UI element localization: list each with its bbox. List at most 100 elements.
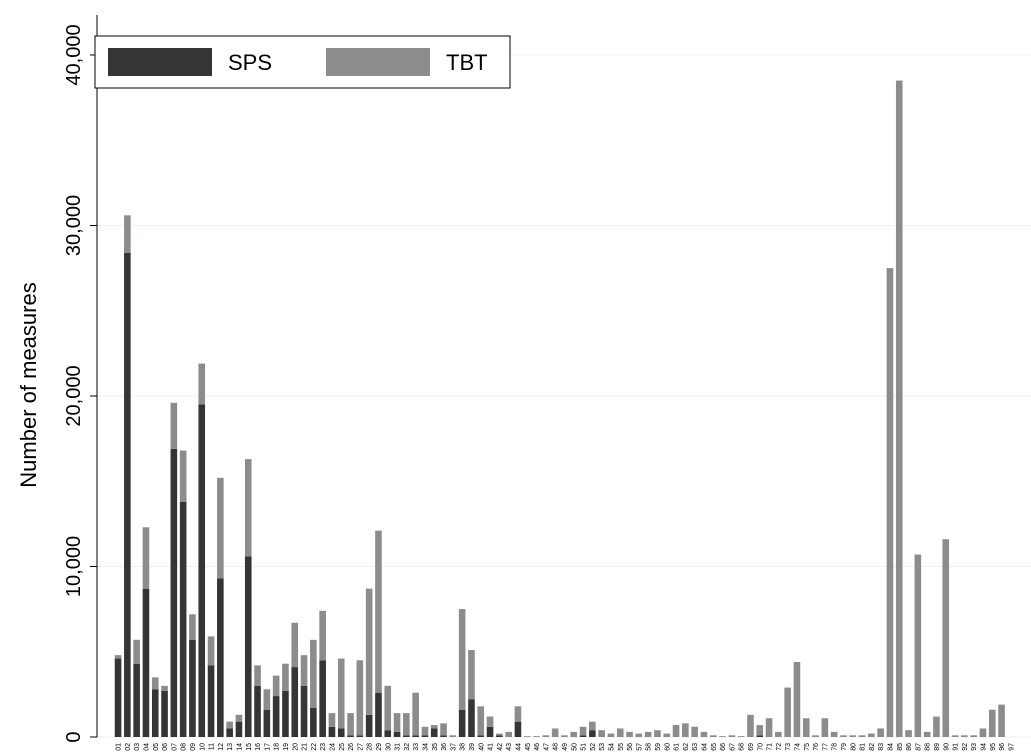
bar-segment (124, 252, 131, 737)
x-tick-label: 49 (562, 743, 569, 751)
x-tick-label: 67 (729, 743, 736, 751)
bar-segment (403, 713, 410, 736)
x-tick-label: 28 (367, 743, 374, 751)
bar-segment (328, 726, 336, 737)
x-tick-label: 08 (181, 743, 188, 751)
bar-segment (161, 685, 168, 691)
bar-segment (384, 730, 392, 737)
x-tick-label: 77 (822, 743, 829, 751)
x-tick-label: 04 (143, 743, 150, 751)
bar-segment (988, 709, 996, 737)
bar-segment (579, 726, 587, 736)
bar-segment (124, 215, 131, 253)
x-tick-label: 88 (925, 743, 932, 751)
bar-segment (328, 713, 336, 727)
x-tick-label: 24 (329, 743, 336, 751)
x-tick-label: 32 (404, 743, 411, 751)
x-tick-label: 96 (999, 743, 1006, 751)
x-tick-label: 74 (794, 743, 801, 751)
bar-segment (812, 735, 819, 737)
bar-segment (570, 731, 578, 737)
x-tick-label: 17 (264, 743, 271, 751)
x-tick-label: 63 (692, 743, 699, 751)
bar-segment (440, 735, 447, 737)
bar-segment (849, 735, 857, 737)
x-tick-label: 09 (190, 743, 197, 751)
x-tick-label: 44 (515, 743, 522, 751)
x-tick-label: 41 (488, 743, 495, 751)
bar-segment (393, 713, 401, 732)
bar-segment (802, 718, 810, 737)
bar-segment (356, 660, 364, 736)
x-tick-label: 23 (320, 743, 327, 751)
legend-label: SPS (228, 50, 272, 75)
x-tick-label: 73 (785, 743, 792, 751)
bar-segment (170, 402, 178, 449)
bar-segment (579, 735, 587, 737)
bar-segment (365, 588, 373, 715)
bar-segment (217, 578, 224, 737)
bar-segment (468, 650, 475, 700)
x-tick-label: 30 (385, 743, 392, 751)
bar-segment (179, 501, 187, 737)
bar-segment (979, 728, 987, 737)
x-tick-label: 86 (906, 743, 913, 751)
bar-segment (151, 677, 159, 690)
x-tick-label: 19 (283, 743, 290, 751)
bar-segment (784, 687, 791, 737)
x-tick-label: 54 (608, 743, 615, 751)
bar-segment (589, 721, 596, 731)
x-tick-label: 69 (748, 743, 755, 751)
bar-segment (821, 718, 829, 737)
bar-segment (272, 696, 280, 737)
bar-segment (254, 665, 261, 686)
x-tick-label: 26 (348, 743, 355, 751)
x-tick-label: 10 (199, 743, 206, 751)
bar-segment (682, 723, 689, 737)
x-tick-label: 78 (832, 743, 839, 751)
x-tick-label: 60 (664, 743, 671, 751)
legend-label: TBT (446, 50, 488, 75)
bar-segment (347, 735, 354, 737)
x-tick-label: 39 (469, 743, 476, 751)
x-tick-label: 97 (1008, 743, 1015, 751)
x-tick-label: 71 (767, 743, 774, 751)
x-tick-label: 06 (162, 743, 169, 751)
bar-segment (421, 735, 429, 737)
bar-segment (458, 609, 466, 710)
x-tick-label: 20 (292, 743, 299, 751)
x-tick-label: 89 (934, 743, 941, 751)
bar-segment (700, 731, 708, 737)
x-tick-label: 31 (395, 743, 402, 751)
bar-segment (589, 730, 596, 737)
bar-segment (942, 539, 950, 737)
bar-segment (933, 716, 940, 737)
bar-segment (737, 736, 745, 737)
bar-segment (496, 735, 503, 737)
x-tick-label: 64 (701, 743, 708, 751)
bar-segment (765, 718, 773, 737)
x-tick-label: 90 (943, 743, 950, 751)
x-tick-label: 46 (534, 743, 541, 751)
bar-segment (282, 690, 289, 737)
bar-segment (551, 728, 559, 737)
x-tick-label: 42 (497, 743, 504, 751)
bar-segment (830, 731, 838, 737)
bar-segment (337, 728, 345, 737)
x-tick-label: 93 (971, 743, 978, 751)
bar-segment (440, 723, 447, 736)
x-tick-label: 82 (869, 743, 876, 751)
x-tick-label: 07 (171, 743, 178, 751)
bar-segment (672, 725, 680, 737)
bar-segment (533, 736, 540, 737)
x-tick-label: 58 (646, 743, 653, 751)
bar-segment (951, 735, 959, 737)
bar-segment (207, 636, 215, 666)
bar-segment (691, 726, 698, 737)
bar-segment (886, 268, 894, 737)
bar-segment (998, 704, 1005, 737)
bar-segment (505, 731, 512, 737)
x-tick-label: 34 (422, 743, 429, 751)
bar-segment (514, 706, 522, 722)
